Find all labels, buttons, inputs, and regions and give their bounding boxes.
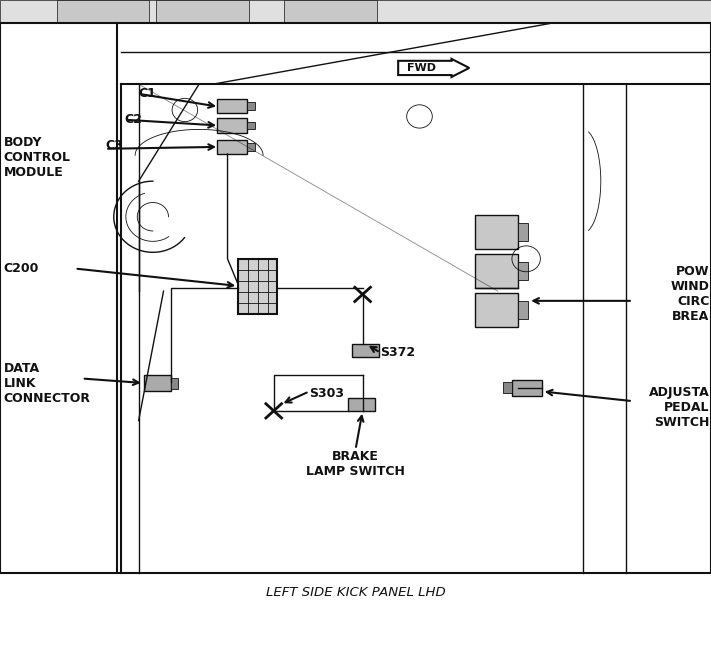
Text: POW
WIND
CIRC
BREA: POW WIND CIRC BREA [670, 265, 710, 324]
Text: C3: C3 [105, 139, 123, 152]
Text: C1: C1 [139, 87, 156, 100]
Bar [247, 102, 255, 110]
Bar [156, 0, 249, 23]
Text: C200: C200 [4, 262, 39, 275]
Bar [247, 122, 255, 129]
Bar [503, 382, 512, 393]
Text: FWD: FWD [407, 63, 436, 73]
Bar [284, 0, 377, 23]
Bar [144, 375, 171, 391]
Bar [217, 99, 247, 113]
Bar [475, 293, 518, 327]
Bar [217, 140, 247, 154]
Bar [518, 262, 528, 280]
Bar [238, 259, 277, 314]
Bar [171, 378, 178, 389]
Bar [247, 143, 255, 151]
Bar [348, 398, 375, 411]
Bar [475, 215, 518, 249]
FancyArrow shape [398, 59, 469, 77]
Bar [217, 118, 247, 133]
Bar [0, 23, 711, 573]
Bar [0, 0, 711, 23]
Bar [475, 254, 518, 288]
Text: S303: S303 [309, 387, 344, 400]
Text: S372: S372 [380, 346, 415, 359]
Bar [352, 344, 379, 357]
Text: C2: C2 [124, 113, 142, 126]
Bar [518, 223, 528, 241]
Bar [518, 301, 528, 319]
Text: BODY
CONTROL
MODULE: BODY CONTROL MODULE [4, 136, 70, 179]
Text: BRAKE
LAMP SWITCH: BRAKE LAMP SWITCH [306, 450, 405, 477]
Text: LEFT SIDE KICK PANEL LHD: LEFT SIDE KICK PANEL LHD [266, 586, 445, 598]
Text: ADJUSTA
PEDAL
SWITCH: ADJUSTA PEDAL SWITCH [649, 386, 710, 429]
Bar [57, 0, 149, 23]
Text: DATA
LINK
CONNECTOR: DATA LINK CONNECTOR [4, 362, 90, 405]
Bar [512, 380, 542, 396]
